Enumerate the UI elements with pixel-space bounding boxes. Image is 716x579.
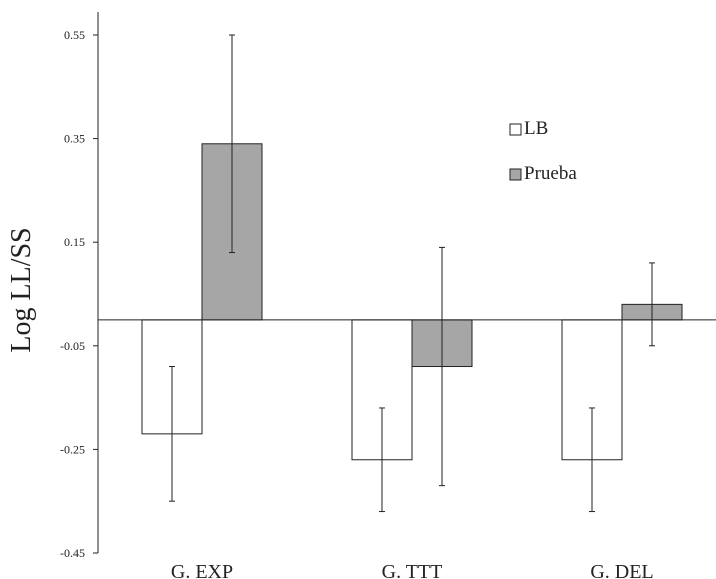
y-tick-label: 0.55 bbox=[64, 28, 85, 42]
category-label: G. EXP bbox=[171, 561, 233, 579]
legend-label-lb: LB bbox=[524, 118, 548, 139]
y-tick-label: 0.15 bbox=[64, 235, 85, 249]
y-ticks: 0.55 0.35 0.15 -0.05 -0.25 -0.45 bbox=[60, 28, 98, 560]
y-axis-label: Log LL/SS bbox=[6, 227, 37, 352]
legend: LB Prueba bbox=[509, 118, 577, 184]
y-tick-label: 0.35 bbox=[64, 132, 85, 146]
legend-swatch-lb bbox=[509, 123, 522, 136]
bars bbox=[141, 34, 683, 513]
category-label: G. TTT bbox=[382, 561, 443, 579]
legend-label-prueba: Prueba bbox=[524, 163, 577, 184]
y-axis: 0.55 0.35 0.15 -0.05 -0.25 -0.45 bbox=[60, 12, 99, 560]
y-tick-label: -0.45 bbox=[60, 546, 85, 560]
y-tick-label: -0.25 bbox=[60, 442, 85, 456]
category-label: G. DEL bbox=[590, 561, 653, 579]
y-tick-label: -0.05 bbox=[60, 339, 85, 353]
category-labels: G. EXP G. TTT G. DEL bbox=[171, 561, 654, 579]
legend-swatch-prueba bbox=[509, 168, 522, 181]
